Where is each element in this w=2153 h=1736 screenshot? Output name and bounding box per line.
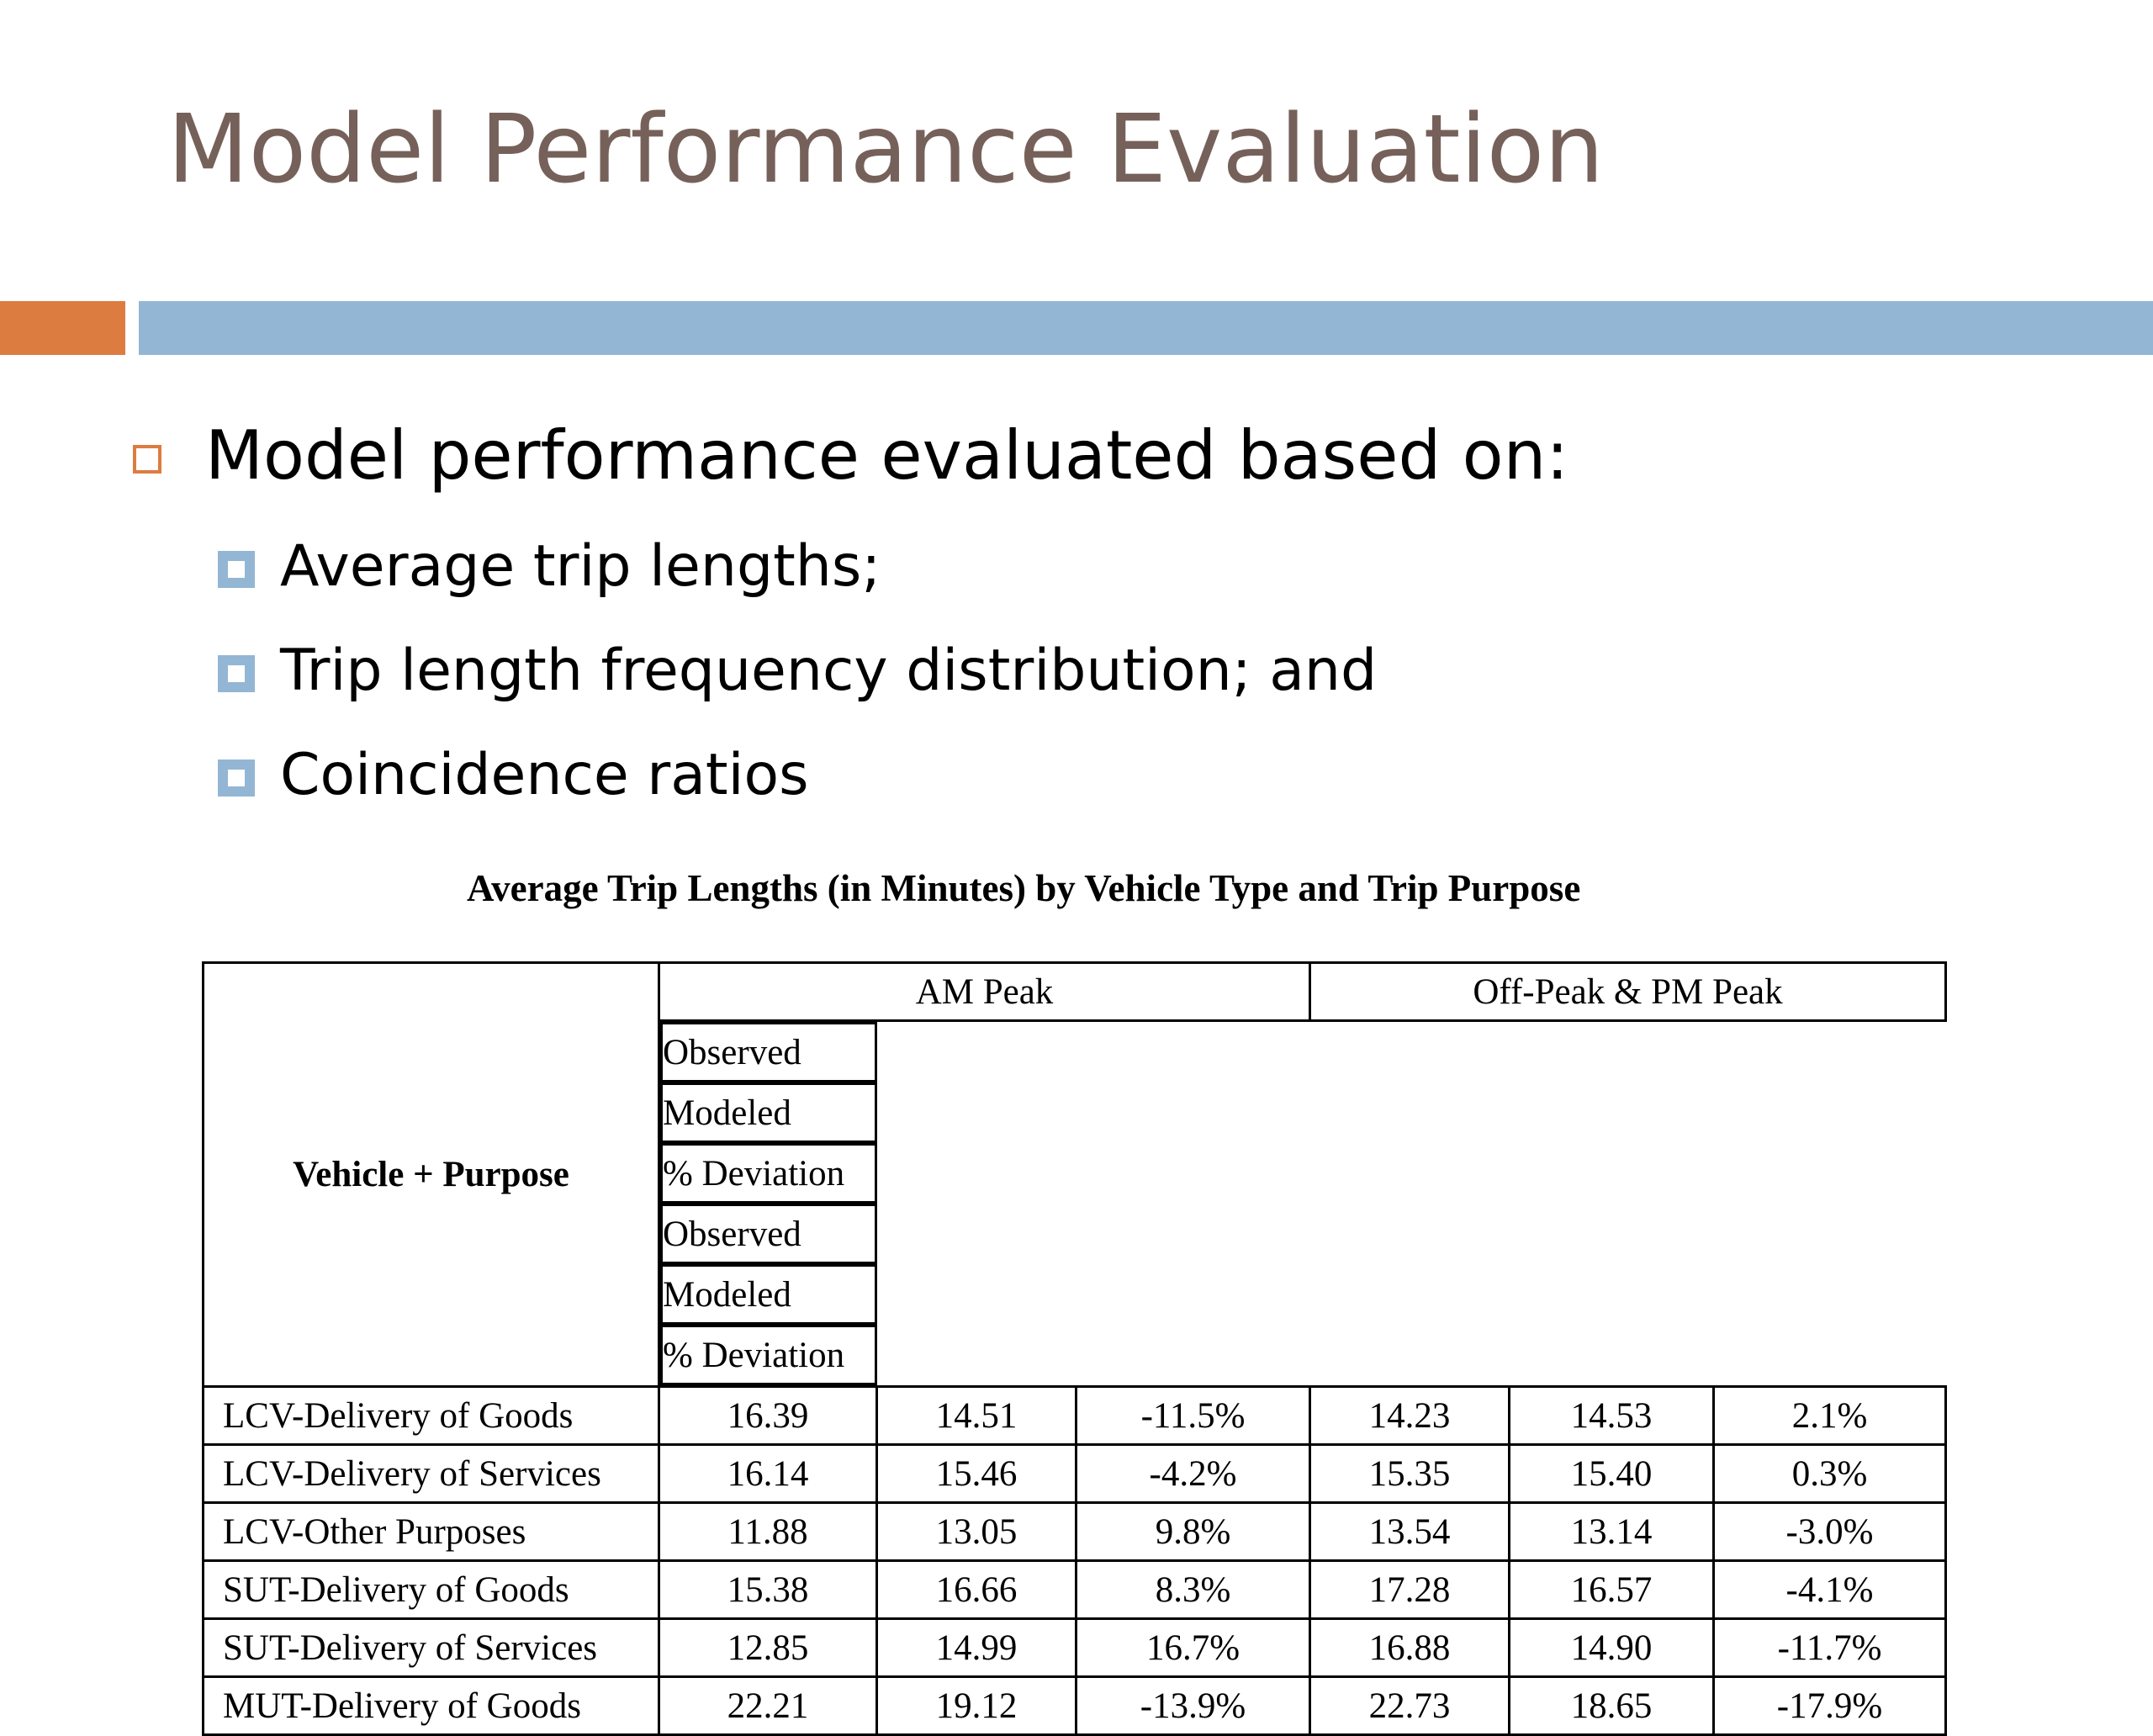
row-label: LCV-Other Purposes (202, 1501, 660, 1562)
sub-bullet-marker-1 (218, 536, 255, 603)
table-cell: -13.9% (1075, 1675, 1311, 1736)
table-cell: 16.57 (1508, 1559, 1715, 1620)
table-row: SUT-Delivery of Services 12.85 14.99 16.… (202, 1617, 1947, 1678)
row-label: MUT-Delivery of Goods (202, 1675, 660, 1736)
bullet-marker-level1 (133, 426, 161, 493)
table-cell: 13.05 (875, 1501, 1077, 1562)
column-header: % Deviation (660, 1325, 877, 1385)
table-cell: 15.40 (1508, 1443, 1715, 1504)
table-row: MUT-Delivery of Goods 22.21 19.12 -13.9%… (202, 1675, 1947, 1736)
square-bullet-icon (218, 551, 255, 588)
column-header: Observed (660, 1022, 877, 1082)
column-header: Modeled (660, 1264, 877, 1325)
table-cell: 13.54 (1309, 1501, 1510, 1562)
table-cell: 16.66 (875, 1559, 1077, 1620)
row-label: LCV-Delivery of Goods (202, 1385, 660, 1446)
table-cell: 15.35 (1309, 1443, 1510, 1504)
table-cell: 17.28 (1309, 1559, 1510, 1620)
column-header: Observed (660, 1204, 877, 1264)
group-header-offpeak-pm-peak: Off-Peak & PM Peak (1309, 961, 1947, 1022)
table-row: SUT-Delivery of Goods 15.38 16.66 8.3% 1… (202, 1559, 1947, 1620)
bullet-text-main: Model performance evaluated based on: (205, 416, 1569, 495)
corner-header: Vehicle + Purpose (202, 961, 660, 1388)
sub-bullet-text-1: Average trip lengths; (280, 533, 881, 600)
table-cell: 19.12 (875, 1675, 1077, 1736)
table-row: LCV-Delivery of Goods 16.39 14.51 -11.5%… (202, 1385, 1947, 1446)
table-cell: 14.90 (1508, 1617, 1715, 1678)
accent-bar-blue (139, 301, 2153, 355)
row-label: SUT-Delivery of Services (202, 1617, 660, 1678)
table-cell: 18.65 (1508, 1675, 1715, 1736)
sub-bullet-text-2: Trip length frequency distribution; and (280, 638, 1378, 704)
table-cell: 12.85 (658, 1617, 878, 1678)
table-cell: 22.73 (1309, 1675, 1510, 1736)
table-cell: 14.53 (1508, 1385, 1715, 1446)
table-cell: 0.3% (1712, 1443, 1947, 1504)
sub-bullet-marker-2 (218, 640, 255, 707)
table-cell: 16.14 (658, 1443, 878, 1504)
table-cell: 15.46 (875, 1443, 1077, 1504)
table-row: LCV-Delivery of Services 16.14 15.46 -4.… (202, 1443, 1947, 1504)
table-cell: 15.38 (658, 1559, 878, 1620)
table-cell: 16.88 (1309, 1617, 1510, 1678)
table-cell: 11.88 (658, 1501, 878, 1562)
trip-length-table: Vehicle + Purpose AM Peak Off-Peak & PM … (202, 961, 1947, 1736)
table-cell: 14.99 (875, 1617, 1077, 1678)
table-cell: 13.14 (1508, 1501, 1715, 1562)
table-cell: 2.1% (1712, 1385, 1947, 1446)
table-header-row-columns: Observed Modeled % Deviation Observed Mo… (204, 1021, 1946, 1387)
table-cell: -3.0% (1712, 1501, 1947, 1562)
row-label: LCV-Delivery of Services (202, 1443, 660, 1504)
column-header: % Deviation (660, 1143, 877, 1204)
table-cell: -4.2% (1075, 1443, 1311, 1504)
table-cell: 22.21 (658, 1675, 878, 1736)
table-row: LCV-Other Purposes 11.88 13.05 9.8% 13.5… (202, 1501, 1947, 1562)
table-cell: -17.9% (1712, 1675, 1947, 1736)
slide-title: Model Performance Evaluation (167, 95, 1605, 204)
hollow-square-bullet-icon (133, 445, 161, 474)
table-cell: 9.8% (1075, 1501, 1311, 1562)
square-bullet-icon (218, 760, 255, 797)
square-bullet-icon (218, 655, 255, 692)
table-caption: Average Trip Lengths (in Minutes) by Veh… (467, 867, 1581, 909)
group-header-am-peak: AM Peak (658, 961, 1311, 1022)
accent-bar-orange (0, 301, 125, 355)
table-cell: 8.3% (1075, 1559, 1311, 1620)
table-cell: 14.23 (1309, 1385, 1510, 1446)
table-cell: -4.1% (1712, 1559, 1947, 1620)
row-label: SUT-Delivery of Goods (202, 1559, 660, 1620)
sub-bullet-marker-3 (218, 744, 255, 812)
table-header-row-groups: Vehicle + Purpose AM Peak Off-Peak & PM … (202, 961, 1947, 1388)
table-cell: -11.5% (1075, 1385, 1311, 1446)
column-header: Modeled (660, 1082, 877, 1143)
table-cell: 14.51 (875, 1385, 1077, 1446)
sub-bullet-text-3: Coincidence ratios (280, 742, 809, 808)
table-cell: 16.39 (658, 1385, 878, 1446)
table-cell: -11.7% (1712, 1617, 1947, 1678)
table-cell: 16.7% (1075, 1617, 1311, 1678)
